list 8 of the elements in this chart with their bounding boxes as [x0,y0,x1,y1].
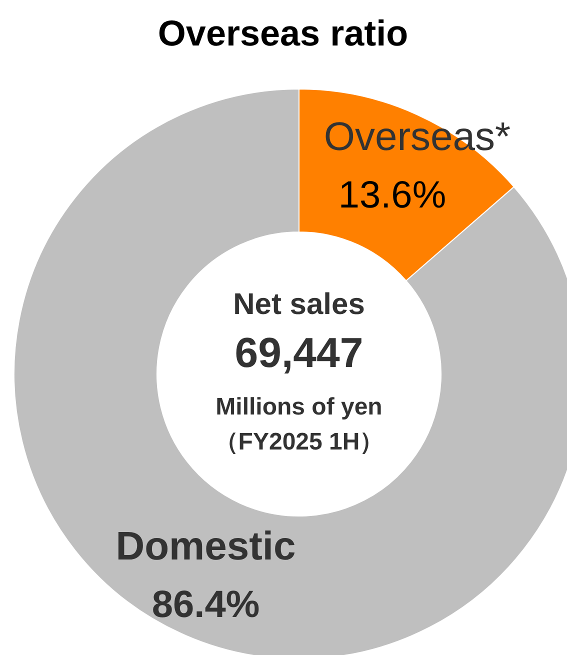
text: 69,447 [234,329,364,376]
text: Net sales [233,288,365,321]
data-label: 13.6% [338,174,446,216]
chart-title: Overseas ratio [158,12,408,54]
data-label: 86.4% [152,584,260,626]
text: Millions of yen [216,393,382,420]
slice-label: Domestic [116,524,296,568]
text: （FY2025 1H） [214,428,384,456]
